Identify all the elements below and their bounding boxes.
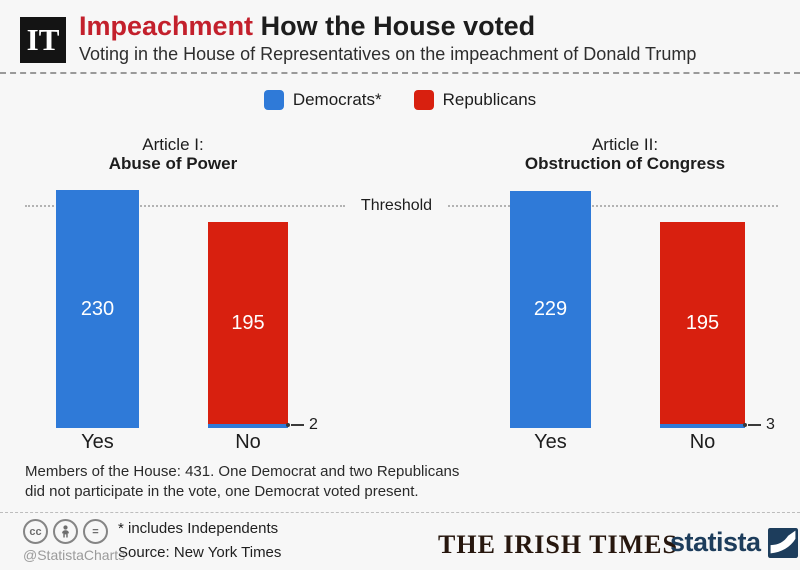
bar-segment-republicans: 195	[208, 222, 288, 424]
chart-note: Members of the House: 431. One Democrat …	[25, 462, 459, 502]
republicans-swatch-icon	[413, 90, 434, 110]
threshold-label: Threshold	[360, 197, 433, 214]
creative-commons-block: cc = @StatistaCharts	[23, 519, 125, 563]
note-line2: did not participate in the vote, one Dem…	[25, 483, 419, 500]
democrats-swatch-icon	[263, 90, 284, 110]
cc-equal-icon: =	[83, 519, 108, 544]
article2-title-line1: Article II:	[591, 135, 659, 154]
article1-title-line1: Article I:	[142, 135, 204, 154]
footnote-source-block: * includes Independents Source: New York…	[118, 517, 281, 565]
bar-article2-no: 195	[660, 222, 745, 428]
bar-segment-democrats-strip	[208, 424, 288, 428]
callout-line-icon	[748, 424, 761, 426]
callout-article2-no-democrats: 3	[743, 416, 775, 433]
bar-value: 229	[533, 298, 568, 320]
irish-times-wordmark: THE IRISH TIMES	[438, 530, 678, 559]
legend-democrats-label: Democrats*	[292, 90, 382, 109]
legend: Democrats* Republicans	[0, 90, 800, 110]
legend-republicans-label: Republicans	[442, 90, 537, 109]
legend-item-democrats: Democrats*	[263, 90, 382, 110]
statista-wordmark: statista	[670, 527, 761, 557]
header: Impeachment How the House voted Voting i…	[79, 11, 696, 65]
plot-area: 230 195 229 195	[56, 190, 745, 428]
legend-item-republicans: Republicans	[413, 90, 537, 110]
title-highlight: Impeachment	[79, 11, 254, 41]
bar-segment-democrats: 229	[510, 191, 591, 428]
callout-value: 2	[309, 416, 318, 433]
bar-value: 195	[231, 311, 265, 334]
threshold-line-left	[25, 205, 345, 207]
bar-segment-republicans: 195	[660, 222, 745, 424]
footnote: * includes Independents	[118, 520, 279, 537]
statista-logo: statista	[670, 527, 798, 558]
article2-title-line2: Obstruction of Congress	[524, 154, 726, 173]
title-rest: How the House voted	[260, 11, 536, 41]
statista-icon	[767, 527, 798, 558]
page-title: Impeachment How the House voted	[79, 11, 696, 42]
note-line1: Members of the House: 431. One Democrat …	[25, 463, 460, 480]
callout-article1-no-democrats: 2	[286, 416, 318, 433]
cc-icons: cc =	[23, 519, 125, 544]
x-label-article1-yes: Yes	[81, 431, 114, 453]
bar-segment-democrats: 230	[56, 190, 139, 428]
it-logo-text: IT	[26, 22, 60, 57]
article1-title-line2: Abuse of Power	[108, 154, 238, 173]
article1-title: Article I: Abuse of Power	[23, 135, 323, 173]
bar-value: 195	[685, 311, 720, 334]
bar-value: 230	[80, 297, 115, 320]
threshold-line-right	[448, 205, 778, 207]
callout-dot-icon	[743, 423, 747, 427]
callout-dot-icon	[286, 423, 290, 427]
bar-article1-yes: 230	[56, 190, 139, 428]
bar-article2-yes: 229	[510, 191, 591, 428]
x-label-article2-no: No	[689, 431, 716, 453]
callout-line-icon	[291, 424, 304, 426]
cc-license-icon: cc	[23, 519, 48, 544]
article2-title: Article II: Obstruction of Congress	[475, 135, 775, 173]
irish-times-it-logo: IT	[20, 17, 66, 63]
statista-charts-handle: @StatistaCharts	[23, 547, 126, 563]
callout-value: 3	[766, 416, 775, 433]
cc-attribution-icon	[53, 519, 78, 544]
x-label-article1-no: No	[235, 431, 261, 453]
subtitle: Voting in the House of Representatives o…	[79, 44, 697, 64]
source: Source: New York Times	[118, 544, 282, 561]
footer-divider	[0, 512, 800, 513]
header-divider	[0, 72, 800, 74]
person-icon	[62, 525, 69, 538]
bar-segment-democrats-strip	[660, 424, 745, 428]
x-label-article2-yes: Yes	[534, 431, 567, 453]
bar-article1-no: 195	[208, 222, 288, 428]
